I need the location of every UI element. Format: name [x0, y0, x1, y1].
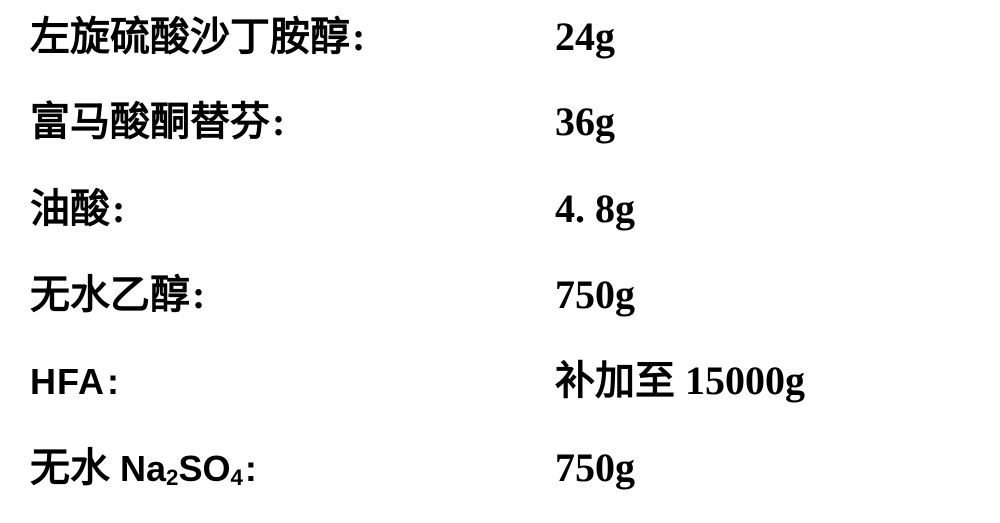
ingredient-label: 油酸: — [30, 189, 125, 229]
ingredient-value: 补加至 15000g — [555, 361, 805, 401]
label-prefix: 无水 — [30, 445, 120, 490]
ingredient-label: HFA: — [30, 361, 120, 401]
chem-subscript: 4 — [230, 465, 242, 490]
ingredient-label: 无水 Na2SO4: — [30, 448, 258, 488]
ingredient-label: 左旋硫酸沙丁胺醇: — [30, 17, 365, 57]
ingredient-label: 富马酸酮替芬: — [30, 102, 285, 142]
colon: : — [352, 14, 365, 59]
label-text: 富马酸酮替芬 — [30, 99, 270, 144]
label-text: 左旋硫酸沙丁胺醇 — [30, 14, 350, 59]
colon: : — [107, 361, 120, 402]
ingredient-label: 无水乙醇: — [30, 275, 205, 315]
chem-mid: SO — [178, 448, 230, 489]
chem-subscript: 2 — [166, 465, 178, 490]
ingredient-value: 750g — [555, 275, 635, 315]
chem-base: Na — [120, 448, 166, 489]
ingredient-value: 24g — [555, 17, 615, 57]
label-text: 无水乙醇 — [30, 272, 190, 317]
label-text: HFA — [30, 361, 105, 402]
colon: : — [112, 186, 125, 231]
label-text: 油酸 — [30, 186, 110, 231]
ingredient-value: 36g — [555, 102, 615, 142]
ingredient-table: 左旋硫酸沙丁胺醇: 24g 富马酸酮替芬: 36g 油酸: 4. 8g 无水乙醇… — [0, 0, 1000, 523]
ingredient-value: 4. 8g — [555, 189, 635, 229]
colon: : — [245, 448, 258, 489]
colon: : — [192, 272, 205, 317]
chem-formula: Na2SO4 — [120, 448, 243, 489]
colon: : — [272, 99, 285, 144]
ingredient-value: 750g — [555, 448, 635, 488]
